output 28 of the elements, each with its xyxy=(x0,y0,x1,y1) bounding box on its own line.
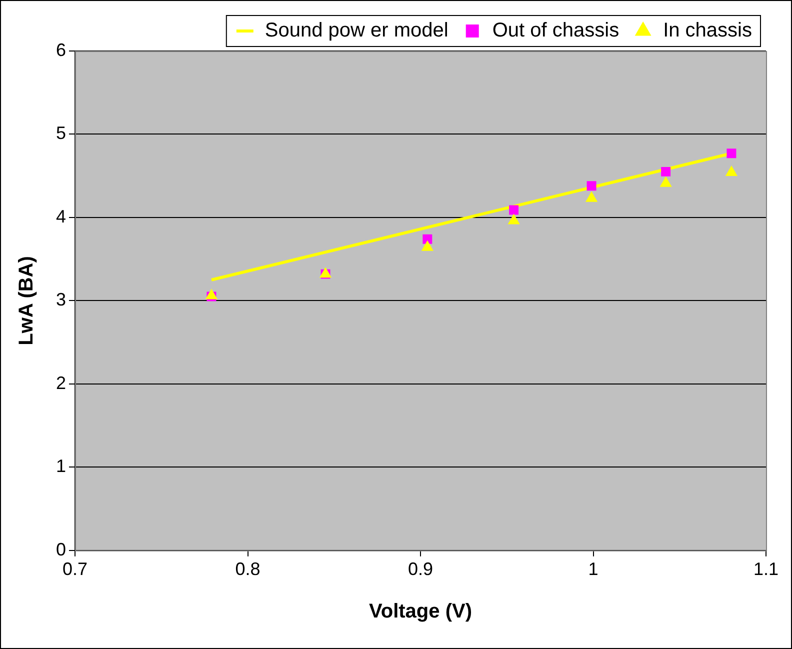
y-tick-label: 2 xyxy=(56,372,66,393)
y-tick-label: 3 xyxy=(56,290,66,310)
x-tick-label: 0.8 xyxy=(235,559,260,580)
point xyxy=(206,289,218,300)
y-tick-label: 4 xyxy=(56,206,66,226)
x-tick-label: 1.1 xyxy=(753,559,779,580)
legend-label: Sound pow er model xyxy=(264,20,448,42)
y-tick-label: 6 xyxy=(56,40,66,60)
point xyxy=(586,181,596,191)
point xyxy=(422,234,432,244)
point xyxy=(422,240,434,251)
x-tick-label: 0.7 xyxy=(62,559,88,580)
point xyxy=(660,176,672,187)
y-axis-title: LwA (BA) xyxy=(16,256,38,346)
point xyxy=(509,205,519,215)
y-tick-label: 1 xyxy=(56,456,66,476)
point xyxy=(726,166,738,176)
point xyxy=(586,192,598,202)
x-tick-label: 1 xyxy=(588,559,598,580)
legend-label: Out of chassis xyxy=(492,20,620,42)
point xyxy=(661,166,671,176)
x-tick-label: 0.9 xyxy=(408,559,434,580)
y-tick-label: 5 xyxy=(56,123,66,144)
y-tick-label: 0 xyxy=(56,539,66,560)
point xyxy=(726,148,736,158)
point xyxy=(508,214,520,224)
x-axis-title: Voltage (V) xyxy=(369,600,472,623)
legend-label: In chassis xyxy=(663,20,752,42)
